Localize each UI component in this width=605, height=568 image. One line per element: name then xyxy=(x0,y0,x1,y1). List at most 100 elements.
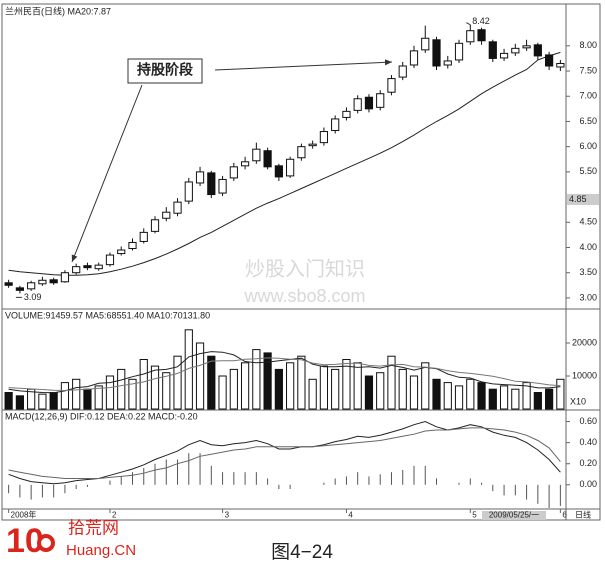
candle-body xyxy=(556,62,565,68)
high-label: 8.42 xyxy=(472,16,490,26)
bar xyxy=(218,375,227,410)
logo-name: 拾荒网 xyxy=(68,518,119,537)
bar xyxy=(466,378,475,410)
y-tick-label: 20000 xyxy=(572,337,597,347)
bar xyxy=(274,368,283,410)
candle-body xyxy=(522,45,531,49)
candle-body xyxy=(364,96,374,110)
bar xyxy=(240,362,250,410)
candle-body xyxy=(60,272,70,283)
candle-body xyxy=(38,279,47,285)
candle-body xyxy=(229,166,238,179)
candle-body xyxy=(117,249,126,255)
candle-body xyxy=(443,60,452,66)
candle-body xyxy=(454,42,464,61)
panel-title: VOLUME:91459.57 MA5:68551.40 MA10:70131.… xyxy=(5,310,210,320)
unit-label: X10 xyxy=(570,396,586,406)
candle-body xyxy=(466,30,475,43)
candle-body xyxy=(342,110,351,118)
bar xyxy=(207,355,216,410)
bar xyxy=(94,385,103,410)
line xyxy=(8,351,561,394)
line xyxy=(8,357,561,392)
bar xyxy=(4,392,13,410)
candle-body xyxy=(72,266,81,274)
bar xyxy=(511,388,520,410)
candle-body xyxy=(195,171,205,184)
candle-body xyxy=(308,143,317,147)
candle-body xyxy=(297,146,306,159)
candle-body xyxy=(218,178,227,194)
logo-gear xyxy=(37,534,55,552)
bar xyxy=(387,355,396,410)
bar xyxy=(38,393,47,410)
x-tick-label: 2 xyxy=(112,511,117,520)
bar xyxy=(150,365,160,410)
bar xyxy=(533,392,542,410)
bar xyxy=(319,365,329,410)
bar xyxy=(263,352,272,410)
high-pointer xyxy=(466,22,471,26)
bar xyxy=(286,362,295,410)
bar xyxy=(252,349,261,410)
bar xyxy=(173,355,182,410)
bar xyxy=(83,388,92,410)
candle-body xyxy=(263,150,272,168)
cursor-box xyxy=(482,511,546,520)
bar xyxy=(398,368,407,410)
y-tick-label: 7.00 xyxy=(579,91,597,101)
bar xyxy=(443,382,452,410)
bar xyxy=(522,382,531,410)
x-tick-label: 4 xyxy=(348,511,353,520)
y-tick-label: 0.20 xyxy=(579,458,597,468)
bar xyxy=(421,362,430,410)
y-tick-label: 0.00 xyxy=(579,479,597,489)
candle-body xyxy=(207,172,216,196)
y-tick-label: 0.40 xyxy=(579,437,597,447)
candle-body xyxy=(477,29,486,42)
candle-body xyxy=(184,181,193,202)
bar xyxy=(139,359,148,410)
caption: 图4−24 xyxy=(271,542,333,563)
candle-body xyxy=(488,41,497,59)
y-tick-label: 6.00 xyxy=(579,141,597,151)
panel-title: MACD(12,26,9) DIF:0.12 DEA:0.22 MACD:-0.… xyxy=(5,411,198,421)
candle-body xyxy=(499,52,509,59)
line xyxy=(8,427,561,479)
bar xyxy=(184,329,193,410)
annotation: 持股阶段 xyxy=(137,62,193,78)
x-tick-label: 3 xyxy=(225,511,230,520)
y-tick-label: 3.50 xyxy=(579,267,597,277)
candle-body xyxy=(252,148,261,162)
bar xyxy=(195,342,205,410)
y-tick-label: 4.00 xyxy=(579,242,597,252)
candle-body xyxy=(4,282,13,286)
candle-body xyxy=(162,211,171,219)
bar xyxy=(15,395,24,410)
candle-body xyxy=(331,118,340,132)
candle-body xyxy=(128,241,137,250)
price-marker: 4.85 xyxy=(569,194,587,204)
bar xyxy=(499,385,509,410)
bar xyxy=(72,378,81,410)
candle-body xyxy=(27,282,36,290)
y-tick-label: 5.50 xyxy=(579,166,597,176)
bar xyxy=(342,359,351,410)
candle-body xyxy=(398,65,407,78)
bar xyxy=(376,372,385,410)
bar xyxy=(545,388,554,410)
panel-title: 兰州民百(日线) MA20:7.87 xyxy=(5,5,111,16)
candle-body xyxy=(240,161,250,167)
x-tick-label: 6 xyxy=(562,511,567,520)
candle-body xyxy=(376,93,385,108)
bar xyxy=(229,368,238,410)
y-tick-label: 3.00 xyxy=(579,292,597,302)
line xyxy=(8,51,561,276)
arrow xyxy=(214,59,393,71)
y-tick-label: 8.00 xyxy=(579,40,597,50)
y-tick-label: 0.60 xyxy=(579,416,597,426)
bar xyxy=(409,375,419,410)
candle-body xyxy=(49,279,58,284)
candle-body xyxy=(421,37,430,51)
